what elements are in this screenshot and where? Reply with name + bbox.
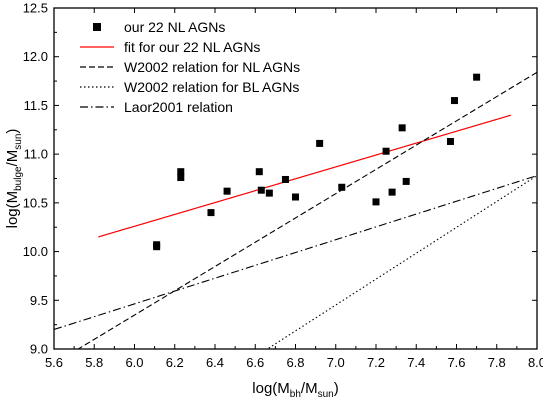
data-point [177, 174, 185, 182]
data-point [372, 198, 380, 206]
series-line [54, 175, 537, 331]
ticks-layer: 5.6 5.8 6.0 6.2 6.4 6.6 6.8 7.0 7.2 7.4 7.6 7.8 8.0 9… [23, 1, 543, 371]
x-tick-label: 7.6 [447, 355, 465, 370]
data-point [450, 97, 458, 105]
data-point [388, 188, 396, 196]
x-tick-label: 5.8 [85, 355, 103, 370]
data-point [223, 187, 231, 195]
data-point [446, 137, 454, 145]
y-tick-label: 10.0 [23, 244, 48, 259]
legend-label: our 22 NL AGNs [124, 19, 225, 35]
legend-label: W2002 relation for BL AGNs [124, 79, 299, 95]
y-tick-label: 12.0 [23, 49, 48, 64]
series-line [77, 71, 537, 349]
y-tick-label: 9.0 [30, 342, 48, 357]
data-point [316, 139, 324, 147]
y-tick-label: 10.5 [23, 195, 48, 210]
x-tick-label: 6.0 [125, 355, 143, 370]
x-axis-label: log(Mbh/Msun) [252, 380, 338, 400]
x-tick-label: 7.8 [488, 355, 506, 370]
legend-label: fit for our 22 NL AGNs [124, 39, 260, 55]
data-point [177, 168, 185, 176]
data-point [281, 175, 289, 183]
y-axis-label: log(Mbulge/Msun) [4, 129, 24, 229]
data-point [382, 147, 390, 155]
data-point [255, 168, 263, 176]
x-tick-label: 6.2 [166, 355, 184, 370]
data-point [402, 177, 410, 185]
legend: our 22 NL AGNs fit for our 22 NL AGNs W200… [80, 19, 300, 115]
data-point [338, 183, 346, 191]
series-layer [54, 71, 537, 349]
x-tick-label: 6.4 [206, 355, 224, 370]
x-tick-label: 5.6 [45, 355, 63, 370]
y-tick-label: 11.5 [24, 98, 48, 113]
y-tick-label: 12.5 [23, 1, 48, 16]
x-tick-label: 7.4 [407, 355, 425, 370]
data-point [265, 189, 273, 197]
data-point [292, 193, 299, 201]
legend-label: Laor2001 relation [124, 99, 233, 115]
x-tick-label: 8.0 [528, 355, 543, 370]
data-point [207, 209, 215, 217]
data-point [153, 243, 161, 251]
x-tick-label: 7.0 [327, 355, 345, 370]
x-tick-label: 7.2 [367, 355, 385, 370]
series-line [98, 114, 512, 238]
y-tick-label: 11.0 [24, 147, 48, 162]
legend-label: W2002 relation for NL AGNs [124, 59, 300, 75]
data-point [398, 124, 406, 132]
legend-marker [93, 23, 101, 31]
x-tick-label: 6.6 [246, 355, 264, 370]
x-tick-label: 6.8 [286, 355, 304, 370]
y-tick-label: 9.5 [30, 293, 48, 308]
data-point [473, 73, 481, 81]
data-point [257, 186, 265, 194]
series-line [266, 175, 537, 349]
